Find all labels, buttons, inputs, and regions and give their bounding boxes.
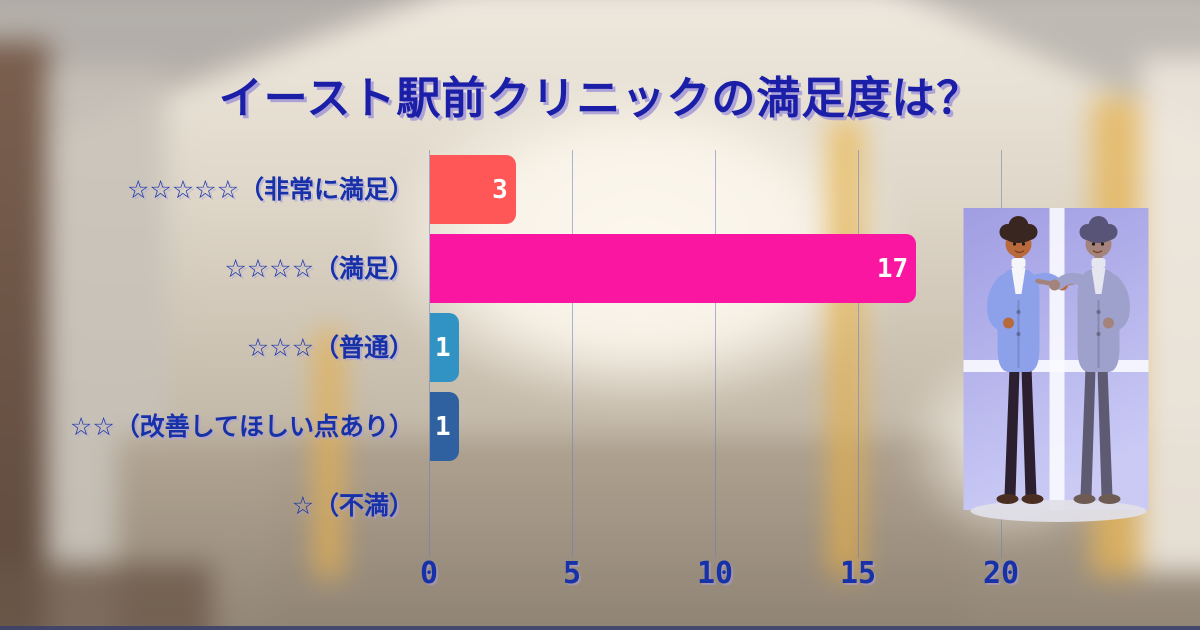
gridline-x-10	[715, 150, 716, 558]
category-label: ☆☆☆☆☆（非常に満足）	[126, 175, 414, 204]
x-tick-label-5: 5	[562, 556, 582, 591]
bar-value-label: 1	[434, 332, 451, 363]
chart-title: イースト駅前クリニックの満足度は？	[218, 73, 982, 124]
plot-area: 0 5 10 15 20 3 17 1 1	[420, 150, 1019, 591]
background-floor-shadow	[0, 563, 212, 630]
background-pillar	[314, 330, 344, 578]
bar-3: 1	[430, 392, 459, 461]
bar-value-label: 3	[492, 174, 508, 205]
x-tick-label-20: 20	[982, 556, 1020, 591]
bar-0: 3	[430, 155, 516, 224]
bar-value-label: 17	[876, 253, 909, 284]
bar-value-label: 1	[434, 411, 451, 442]
bar-1: 17	[430, 234, 917, 303]
category-label: ☆☆（改善してほしい点あり）	[69, 412, 414, 441]
illustration-man-pointing-at-mirror-reflection	[963, 208, 1149, 528]
mirror-illustration-svg	[963, 208, 1149, 522]
bar-2: 1	[430, 313, 459, 382]
gridline-x-15	[858, 150, 859, 558]
category-label: ☆☆☆（普通）	[246, 333, 414, 362]
x-tick-label-0: 0	[419, 556, 439, 591]
x-tick-label-10: 10	[696, 556, 734, 591]
category-label: ☆☆☆☆（満足）	[224, 254, 414, 283]
window-frame-horizontal	[963, 360, 1149, 372]
category-label: ☆（不満）	[291, 491, 414, 520]
bottom-border-strip	[0, 626, 1200, 630]
gridline-x-5	[572, 150, 573, 558]
window-frame-vertical	[1049, 208, 1065, 510]
floor-shadow	[970, 500, 1147, 522]
background-door	[0, 41, 50, 630]
gridline-x-0	[429, 150, 430, 558]
x-tick-label-15: 15	[839, 556, 877, 591]
